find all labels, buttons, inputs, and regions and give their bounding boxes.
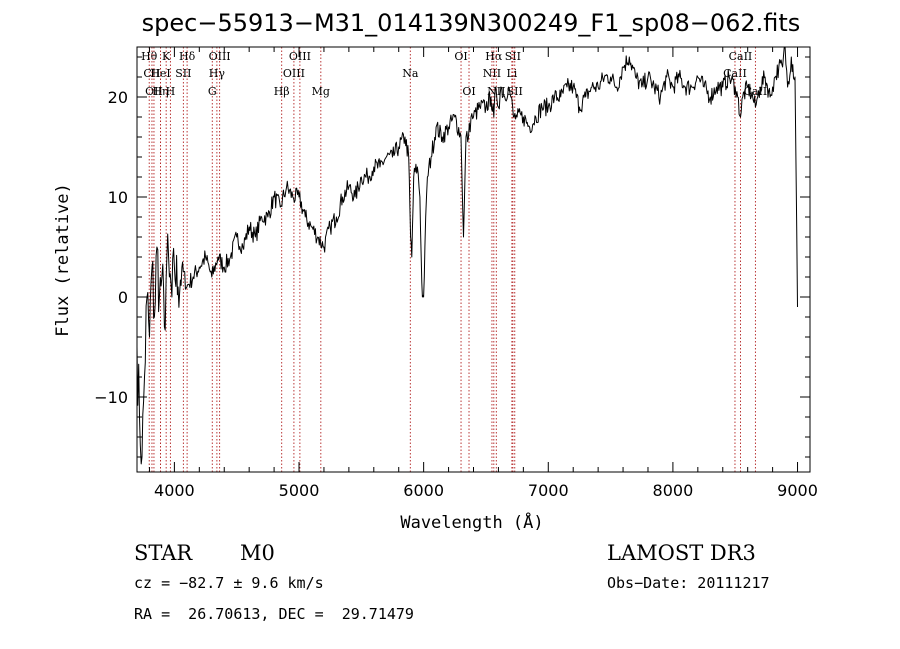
line-marker-label-13: OIII [283, 67, 305, 80]
line-marker-layer: Hθ CII OII HeI Hη K H SII Hδ G Hγ OIII Hβ OIII OIII Mg N… [141, 47, 767, 472]
x-tick-label-4: 8000 [653, 481, 694, 500]
line-marker-label-18: OI [462, 85, 475, 98]
x-tick-label-5: 9000 [777, 481, 818, 500]
x-tick-layer: 4000 5000 6000 7000 8000 9000 [148, 47, 818, 500]
x-tick-label-2: 6000 [403, 481, 444, 500]
line-marker-label-0: Hθ [141, 50, 158, 63]
x-tick-label-3: 7000 [528, 481, 569, 500]
plot-frame [136, 46, 811, 473]
line-marker-label-5: K [162, 50, 171, 63]
line-marker-label-19: NII [483, 67, 501, 80]
line-marker-label-9: G [208, 85, 217, 98]
y-tick-label-2: 10 [108, 188, 128, 207]
x-axis-label: Wavelength (Å) [400, 511, 543, 533]
survey-name: LAMOST DR3 [607, 541, 756, 565]
line-marker-label-14: OIII [289, 50, 311, 63]
line-marker-label-16: Na [402, 67, 419, 80]
line-marker-label-1: CII [143, 67, 160, 80]
redshift-readout: cz = −82.7 ± 9.6 km/s [134, 574, 324, 592]
x-tick-label-1: 5000 [279, 481, 320, 500]
y-tick-label-1: 0 [118, 288, 128, 307]
line-marker-label-3: HeI [150, 67, 170, 80]
line-marker-label-2: OII [145, 85, 163, 98]
observation-date: Obs−Date: 20111217 [607, 574, 770, 592]
line-marker-label-4: Hη [152, 85, 168, 98]
coordinates-readout: RA = 26.70613, DEC = 29.71479 [134, 605, 414, 623]
line-marker-label-12: Hβ [274, 85, 290, 98]
object-class: STAR [134, 541, 193, 565]
series-flux-line [136, 46, 798, 465]
line-marker-label-26: CaII [729, 50, 753, 63]
line-marker-label-20: Hα [485, 50, 503, 63]
line-marker-label-23: SII [505, 50, 521, 63]
y-tick-label-3: 20 [108, 88, 128, 107]
series-layer [136, 46, 798, 465]
x-tick-label-0: 4000 [154, 481, 195, 500]
line-marker-label-7: SII [175, 67, 191, 80]
y-tick-label-0: −10 [94, 388, 128, 407]
line-marker-label-24: SII [507, 85, 523, 98]
line-marker-label-15: Mg [312, 85, 330, 98]
line-marker-label-10: Hγ [209, 67, 226, 80]
line-marker-label-22: Li [506, 67, 517, 80]
chart-title: spec−55913−M31_014139N300249_F1_sp08−062… [142, 9, 801, 37]
line-marker-label-6: H [166, 85, 176, 98]
line-marker-label-8: Hδ [179, 50, 196, 63]
object-subclass: M0 [240, 541, 275, 565]
y-axis-label: Flux (relative) [53, 183, 73, 337]
line-marker-label-17: OI [454, 50, 467, 63]
line-marker-label-25: CaII [723, 67, 747, 80]
line-marker-label-11: OIII [209, 50, 231, 63]
y-tick-layer: −10 0 10 20 [94, 56, 810, 458]
